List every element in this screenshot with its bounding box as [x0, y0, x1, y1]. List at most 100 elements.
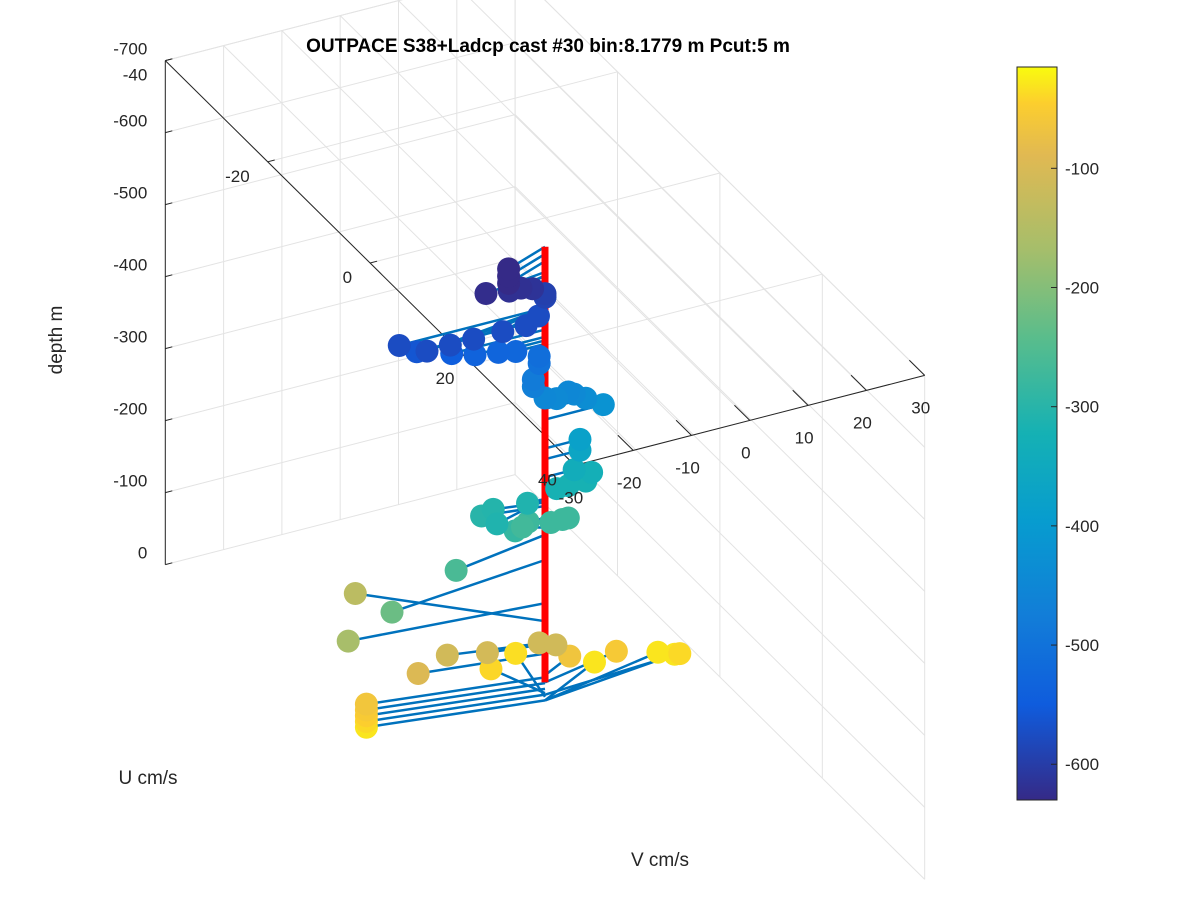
- z-tick-label: -600: [113, 112, 147, 131]
- data-marker: [516, 491, 540, 515]
- data-marker: [604, 639, 628, 663]
- data-marker: [510, 515, 534, 539]
- x-tick-mark: [908, 359, 926, 376]
- stem-line: [366, 681, 546, 712]
- data-marker: [562, 458, 586, 482]
- grid-line: [514, 114, 926, 520]
- data-marker: [527, 344, 551, 368]
- z-tick-label: -300: [113, 328, 147, 347]
- data-marker: [380, 600, 404, 624]
- z-tick-mark: [165, 130, 173, 134]
- stem-line: [366, 699, 546, 729]
- data-markers: [336, 257, 692, 739]
- data-marker: [336, 629, 360, 653]
- axes-box: [164, 58, 926, 566]
- data-marker: [485, 512, 509, 536]
- stem-line: [366, 676, 546, 706]
- x-tick-label: 20: [853, 413, 872, 432]
- x-tick-mark: [850, 374, 867, 391]
- data-marker: [591, 393, 615, 417]
- colorbar: -100 -200 -300 -400 -500 -600: [1016, 66, 1099, 801]
- grid-line: [165, 0, 403, 62]
- data-marker: [580, 460, 604, 484]
- stem-line: [544, 650, 617, 684]
- stem-line: [355, 592, 546, 623]
- data-marker: [556, 506, 580, 530]
- colorbar-tick-label: -200: [1065, 278, 1099, 297]
- z-tick-label: -500: [113, 184, 147, 203]
- stem-line: [455, 533, 546, 572]
- x-tick-label: -20: [617, 473, 642, 492]
- grid-line: [514, 186, 926, 592]
- grid-line: [165, 114, 516, 206]
- stem-line: [347, 601, 546, 643]
- data-marker: [504, 641, 528, 665]
- grid-line: [165, 402, 516, 494]
- stem-line: [391, 558, 546, 614]
- x-tick-mark: [675, 419, 692, 436]
- data-marker: [544, 633, 568, 657]
- z-tick-label: 0: [138, 544, 147, 563]
- y-axis-label: U cm/s: [118, 768, 177, 789]
- data-marker: [491, 320, 515, 344]
- colorbar-tick-label: -300: [1065, 398, 1099, 417]
- x-tick-mark: [617, 434, 634, 451]
- stem-line: [366, 687, 546, 717]
- grid-line: [165, 474, 516, 566]
- data-marker: [474, 282, 498, 306]
- stem-line: [366, 693, 546, 723]
- grid-line: [514, 258, 926, 664]
- colorbar-tick-label: -600: [1065, 755, 1099, 774]
- data-marker: [435, 643, 459, 667]
- y-tick-label: -20: [225, 167, 250, 186]
- data-marker: [354, 692, 378, 716]
- data-marker: [438, 333, 462, 357]
- data-marker: [462, 327, 486, 351]
- x-axis-label: V cm/s: [631, 850, 689, 871]
- grid-line: [544, 0, 926, 376]
- y-tick-label: 0: [343, 268, 352, 287]
- x-tick-label: 0: [741, 443, 750, 462]
- y-tick-label: -40: [123, 66, 148, 85]
- z-tick-mark: [165, 202, 173, 206]
- x-tick-label: -30: [559, 488, 584, 507]
- colorbar-ramp: [1016, 66, 1058, 801]
- x-tick-mark: [734, 404, 751, 421]
- z-tick-label: -700: [113, 40, 147, 59]
- data-marker: [444, 558, 468, 582]
- x-tick-label: 30: [911, 398, 930, 417]
- z-axis-label: depth m: [46, 306, 67, 375]
- z-tick-mark: [165, 346, 173, 350]
- data-marker: [668, 642, 692, 666]
- colorbar-tick-label: -400: [1065, 517, 1099, 536]
- z-tick-mark: [165, 274, 173, 278]
- data-marker: [568, 427, 592, 451]
- tick-labels: -30-20-100102030-40-20020400-100-200-300…: [113, 40, 930, 563]
- grid-line: [514, 474, 926, 880]
- stem-line: [398, 306, 546, 347]
- grid-line: [267, 71, 618, 163]
- data-marker: [343, 581, 367, 605]
- data-marker: [582, 650, 606, 674]
- data-marker: [475, 641, 499, 665]
- z-tick-mark: [165, 562, 173, 566]
- data-marker: [527, 631, 551, 655]
- colorbar-tick-label: -100: [1065, 159, 1099, 178]
- z-tick-mark: [165, 490, 173, 494]
- y-tick-label: 40: [538, 470, 557, 489]
- colorbar-tick-label: -500: [1065, 636, 1099, 655]
- y-tick-mark: [267, 159, 275, 163]
- z-tick-label: -200: [113, 400, 147, 419]
- chart-title: OUTPACE S38+Ladcp cast #30 bin:8.1779 m …: [306, 36, 790, 57]
- y-tick-mark: [369, 260, 378, 264]
- x-tick-label: 10: [795, 428, 814, 447]
- data-marker: [387, 334, 411, 357]
- z-tick-mark: [165, 418, 173, 422]
- data-marker: [504, 340, 528, 363]
- grid-line: [165, 186, 516, 278]
- data-marker: [526, 304, 550, 328]
- data-marker: [486, 340, 510, 364]
- grid-line: [165, 258, 516, 350]
